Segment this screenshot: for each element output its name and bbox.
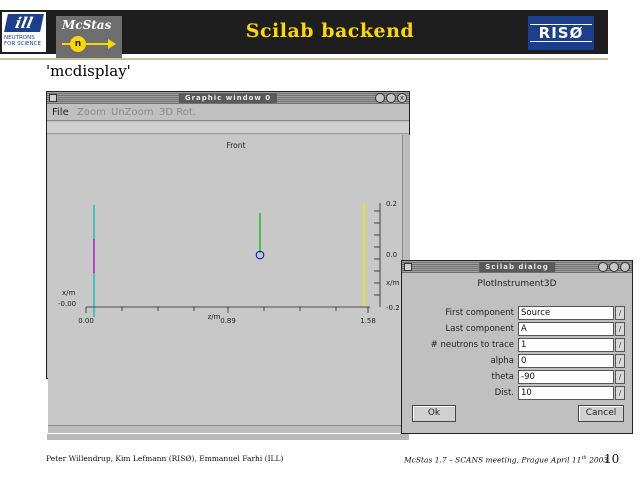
field-edit-icon[interactable]: / bbox=[615, 370, 625, 384]
dist-input[interactable]: 10 bbox=[518, 386, 614, 400]
first-component-input[interactable]: Source bbox=[518, 306, 614, 320]
slide-subtitle: 'mcdisplay' bbox=[46, 62, 131, 80]
alpha-input[interactable]: 0 bbox=[518, 354, 614, 368]
graphic-window-titlebar[interactable]: Graphic window 0 x bbox=[47, 92, 409, 104]
dialog-heading: PlotInstrument3D bbox=[477, 279, 557, 289]
menu-unzoom[interactable]: UnZoom bbox=[111, 107, 154, 118]
ok-button[interactable]: Ok bbox=[412, 405, 456, 422]
mcstas-logo-text: McStas bbox=[62, 18, 112, 32]
x-tick-label: 0.89 bbox=[220, 317, 236, 325]
graphic-window-title: Graphic window 0 bbox=[178, 93, 278, 103]
graphic-window-toolbar bbox=[47, 122, 409, 134]
instrument-plot: Front 0.2 0.0 -0.2 x/m bbox=[58, 141, 400, 325]
theta-input[interactable]: -90 bbox=[518, 370, 614, 384]
field-label: Last component bbox=[445, 324, 515, 334]
riso-logo: RISØ bbox=[528, 16, 594, 50]
menu-zoom[interactable]: Zoom bbox=[77, 107, 106, 118]
ill-logo: ill NEUTRONS FOR SCIENCE bbox=[2, 12, 46, 52]
mcstas-logo-neutron: n bbox=[70, 36, 86, 52]
ill-logo-mark: ill bbox=[4, 14, 44, 32]
field-last-component: Last component A / bbox=[402, 322, 632, 338]
minimize-icon[interactable] bbox=[375, 93, 385, 103]
field-label: First component bbox=[445, 308, 514, 318]
footer-event-year: 2003 bbox=[586, 455, 609, 465]
field-alpha: alpha 0 / bbox=[402, 354, 632, 370]
horizontal-scrollbar[interactable] bbox=[48, 425, 410, 433]
footer-event-sup: th bbox=[581, 455, 587, 461]
footer-event: McStas 1.7 – SCANS meeting, Prague April… bbox=[404, 455, 608, 465]
field-neutrons-to-trace: # neutrons to trace 1 / bbox=[402, 338, 632, 354]
window-menu-icon[interactable] bbox=[49, 94, 57, 102]
x-tick-label: 1.58 bbox=[360, 317, 376, 325]
window-menu-icon[interactable] bbox=[404, 263, 412, 271]
y-tick-label: -0.2 bbox=[386, 304, 400, 312]
slide-header: ill NEUTRONS FOR SCIENCE McStas n Scilab… bbox=[0, 10, 608, 58]
graphic-window-menubar: File Zoom UnZoom 3D Rot. bbox=[47, 105, 409, 121]
x-axis-label: z/m bbox=[208, 313, 221, 321]
field-label: Dist. bbox=[494, 388, 514, 398]
mcstas-logo-beam bbox=[62, 43, 110, 45]
field-label: alpha bbox=[490, 356, 514, 366]
last-component-input[interactable]: A bbox=[518, 322, 614, 336]
y-tick-label: 0.2 bbox=[386, 200, 397, 208]
mcstas-logo: McStas n bbox=[56, 16, 122, 58]
component-marker bbox=[255, 250, 265, 260]
y-tick-label: 0.0 bbox=[386, 251, 397, 259]
riso-logo-text: RISØ bbox=[530, 24, 592, 42]
cancel-button[interactable]: Cancel bbox=[578, 405, 624, 422]
header-divider bbox=[0, 58, 608, 60]
graphic-window-statusbar bbox=[47, 434, 409, 440]
x-tick-label: 0.00 bbox=[78, 317, 94, 325]
scilab-dialog-titlebar[interactable]: Scilab dialog bbox=[402, 261, 632, 273]
maximize-icon[interactable] bbox=[386, 93, 396, 103]
field-dist: Dist. 10 / bbox=[402, 386, 632, 402]
menu-file[interactable]: File bbox=[52, 107, 69, 118]
maximize-icon[interactable] bbox=[609, 262, 619, 272]
y-axis-label: x/m bbox=[386, 279, 400, 287]
neutrons-to-trace-input[interactable]: 1 bbox=[518, 338, 614, 352]
close-icon[interactable] bbox=[620, 262, 630, 272]
slide-title: Scilab backend bbox=[245, 20, 415, 42]
footer-authors: Peter Willendrup, Kim Lefmann (RISØ), Em… bbox=[46, 454, 284, 463]
minimize-icon[interactable] bbox=[598, 262, 608, 272]
plot-canvas[interactable]: Front 0.2 0.0 -0.2 x/m bbox=[48, 135, 402, 425]
field-theta: theta -90 / bbox=[402, 370, 632, 386]
field-first-component: First component Source / bbox=[402, 306, 632, 322]
plot-left-label: x/m bbox=[62, 289, 76, 297]
footer-event-text: McStas 1.7 – SCANS meeting, Prague April… bbox=[404, 455, 582, 465]
field-label: # neutrons to trace bbox=[430, 340, 514, 350]
field-label: theta bbox=[491, 372, 515, 382]
arrow-right-icon bbox=[108, 39, 116, 49]
field-edit-icon[interactable]: / bbox=[615, 354, 625, 368]
plot-left-value: -0.00 bbox=[58, 300, 76, 308]
scilab-dialog: Scilab dialog PlotInstrument3D First com… bbox=[401, 260, 633, 434]
page-number: 10 bbox=[604, 452, 620, 466]
menu-3d-rot[interactable]: 3D Rot. bbox=[159, 107, 196, 118]
ill-logo-text: NEUTRONS FOR SCIENCE bbox=[4, 35, 41, 47]
field-edit-icon[interactable]: / bbox=[615, 386, 625, 400]
field-edit-icon[interactable]: / bbox=[615, 338, 625, 352]
graphic-window: Graphic window 0 x File Zoom UnZoom 3D R… bbox=[46, 91, 410, 440]
plot-title: Front bbox=[227, 141, 246, 150]
field-edit-icon[interactable]: / bbox=[615, 306, 625, 320]
field-edit-icon[interactable]: / bbox=[615, 322, 625, 336]
close-icon[interactable]: x bbox=[397, 93, 407, 103]
scilab-dialog-title: Scilab dialog bbox=[479, 262, 555, 272]
